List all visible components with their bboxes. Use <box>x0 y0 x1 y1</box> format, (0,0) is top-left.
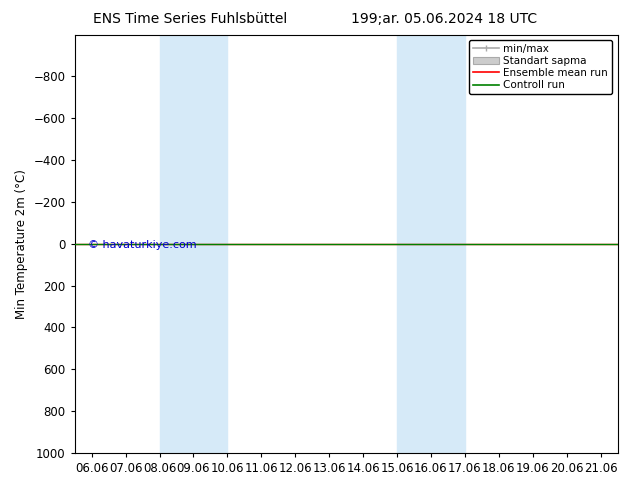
Text: © havaturkiye.com: © havaturkiye.com <box>88 240 197 250</box>
Y-axis label: Min Temperature 2m (°C): Min Temperature 2m (°C) <box>15 169 28 318</box>
Bar <box>160 35 228 453</box>
Text: ENS Time Series Fuhlsbüttel: ENS Time Series Fuhlsbüttel <box>93 12 287 26</box>
Bar <box>397 35 465 453</box>
Text: 199;ar. 05.06.2024 18 UTC: 199;ar. 05.06.2024 18 UTC <box>351 12 537 26</box>
Legend: min/max, Standart sapma, Ensemble mean run, Controll run: min/max, Standart sapma, Ensemble mean r… <box>469 40 612 95</box>
